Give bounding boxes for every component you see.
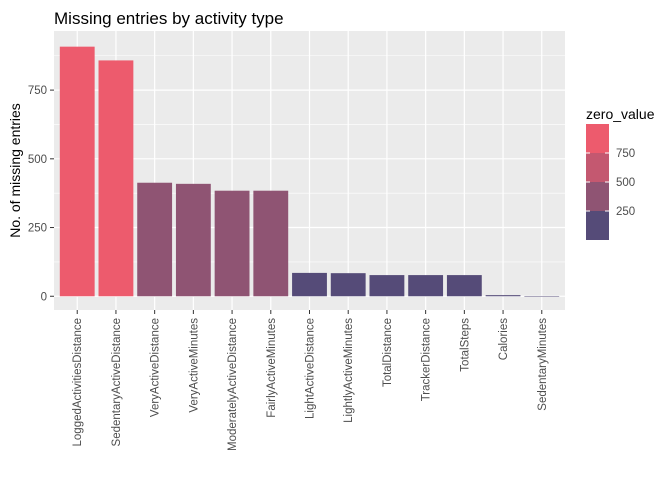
- legend-label: 250: [616, 206, 635, 218]
- legend: zero_value 750 500 250: [586, 106, 655, 240]
- bar: [408, 275, 444, 297]
- y-tick-label: 250: [28, 223, 47, 235]
- bar: [369, 275, 405, 297]
- bar: [253, 190, 289, 297]
- x-tick-label: FairlyActiveMinutes: [266, 318, 278, 418]
- x-tick-label: Calories: [498, 318, 510, 360]
- plot-panel: [54, 31, 565, 310]
- x-tick-label: LightlyActiveMinutes: [343, 318, 355, 423]
- x-tick-label: TotalSteps: [459, 318, 471, 372]
- x-tick-label: TrackerDistance: [421, 318, 433, 401]
- x-tick-label: ModeratelyActiveDistance: [227, 318, 239, 451]
- y-tick-label: 0: [41, 291, 47, 303]
- x-tick-label: TotalDistance: [382, 318, 394, 387]
- y-tick-label: 500: [28, 154, 47, 166]
- legend-swatch: [586, 124, 609, 153]
- bar: [137, 182, 173, 297]
- x-axis: LoggedActivitiesDistance SedentaryActiveD…: [72, 310, 549, 451]
- x-tick-label: LoggedActivitiesDistance: [72, 318, 84, 447]
- legend-label: 500: [616, 177, 635, 189]
- bar: [59, 46, 95, 297]
- bar: [485, 295, 521, 297]
- x-tick-label: SedentaryActiveDistance: [111, 318, 123, 446]
- bar: [446, 275, 482, 297]
- x-tick-label: SedentaryMinutes: [537, 318, 549, 411]
- bar: [292, 272, 327, 297]
- legend-title: zero_value: [586, 106, 655, 122]
- bar: [98, 60, 134, 297]
- x-tick-label: VeryActiveDistance: [150, 318, 162, 417]
- legend-swatch: [586, 153, 609, 182]
- y-axis-title: No. of missing entries: [7, 103, 23, 238]
- x-tick-label: VeryActiveMinutes: [188, 318, 200, 413]
- legend-label: 750: [616, 148, 635, 160]
- chart-title: Missing entries by activity type: [54, 9, 284, 28]
- y-tick-label: 750: [28, 85, 47, 97]
- bar: [175, 183, 211, 297]
- x-tick-label: LightActiveDistance: [305, 318, 317, 419]
- bar: [214, 190, 250, 297]
- legend-swatch: [586, 182, 609, 211]
- bar: [330, 273, 366, 297]
- bar: [524, 295, 560, 297]
- y-axis: 0 250 500 750: [28, 85, 54, 303]
- legend-swatch: [586, 211, 609, 240]
